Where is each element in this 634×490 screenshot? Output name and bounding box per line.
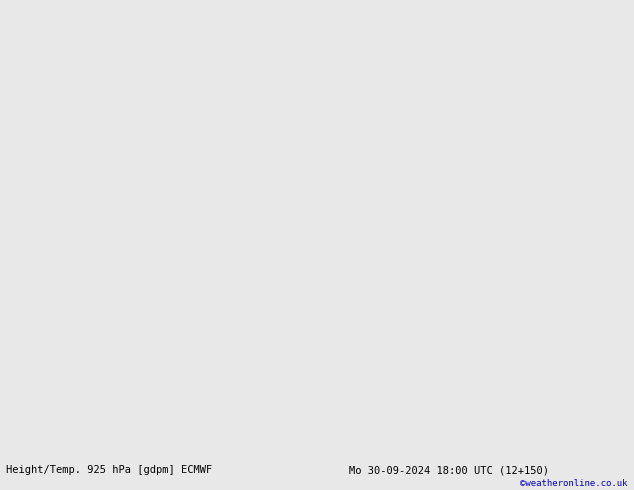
Text: Height/Temp. 925 hPa [gdpm] ECMWF: Height/Temp. 925 hPa [gdpm] ECMWF (6, 466, 212, 475)
Text: Mo 30-09-2024 18:00 UTC (12+150): Mo 30-09-2024 18:00 UTC (12+150) (349, 466, 548, 475)
Text: ©weatheronline.co.uk: ©weatheronline.co.uk (520, 479, 628, 488)
